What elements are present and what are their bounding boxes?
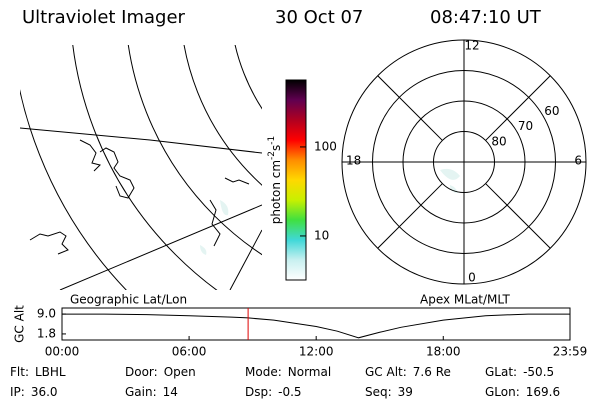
time: 08:47:10 UT: [430, 7, 542, 28]
info-field: Seq: 39: [365, 385, 413, 399]
mlt-spoke: [377, 183, 443, 249]
y-tick-label: 1.8: [37, 326, 56, 340]
mlt-spoke: [485, 75, 551, 141]
timeline-ylabel: GC Alt: [13, 305, 27, 343]
coastline: [29, 231, 69, 255]
x-tick-label: 06:00: [172, 345, 207, 359]
x-tick-label: 12:00: [299, 345, 334, 359]
mlt-label: 0: [468, 271, 476, 285]
lat-label: 70: [518, 119, 533, 133]
info-field: IP: 36.0: [10, 385, 58, 399]
info-field: Mode: Normal: [245, 365, 331, 379]
mlt-label: 6: [574, 154, 582, 168]
info-field: GLon: 169.6: [485, 385, 560, 399]
title: Ultraviolet Imager: [22, 7, 186, 28]
date: 30 Oct 07: [275, 7, 363, 28]
coastline: [99, 147, 135, 199]
lat-circle: [127, 45, 262, 256]
x-tick-label: 18:00: [426, 345, 461, 359]
meridian: [20, 127, 262, 154]
info-field: Door: Open: [125, 365, 196, 379]
colorbar-tick-label: 100: [314, 139, 337, 153]
timeline-right-label: Apex MLat/MLT: [420, 293, 510, 307]
emission: [200, 200, 229, 255]
mlt-label: 12: [464, 39, 479, 53]
lat-label: 60: [544, 104, 559, 118]
info-field: Flt: LBHL: [10, 365, 66, 379]
mlt-label: 18: [346, 154, 361, 168]
y-tick-label: 9.0: [37, 307, 56, 321]
info-field: Gain: 14: [125, 385, 178, 399]
info-field: Dsp: -0.5: [245, 385, 302, 399]
emission: [440, 168, 460, 193]
geographic-map: [20, 45, 262, 290]
colorbar-label: photon cm-2s-1: [267, 136, 283, 225]
lat-label: 80: [491, 134, 506, 148]
info-field: GLat: -50.5: [485, 365, 554, 379]
meridian: [59, 204, 262, 290]
colorbar-tick-label: 10: [314, 228, 329, 242]
mlt-spoke: [485, 183, 551, 249]
x-tick-label: 23:59: [553, 345, 588, 359]
timeline-frame: [61, 307, 571, 341]
timeline-left-label: Geographic Lat/Lon: [70, 293, 187, 307]
x-tick-label: 00:00: [45, 345, 80, 359]
altitude-curve: [62, 313, 570, 339]
info-field: GC Alt: 7.6 Re: [365, 365, 451, 379]
coastline: [209, 177, 250, 247]
coastline: [79, 139, 101, 172]
colorbar: [285, 79, 307, 281]
meridian: [229, 229, 262, 290]
mlt-spoke: [377, 75, 443, 141]
